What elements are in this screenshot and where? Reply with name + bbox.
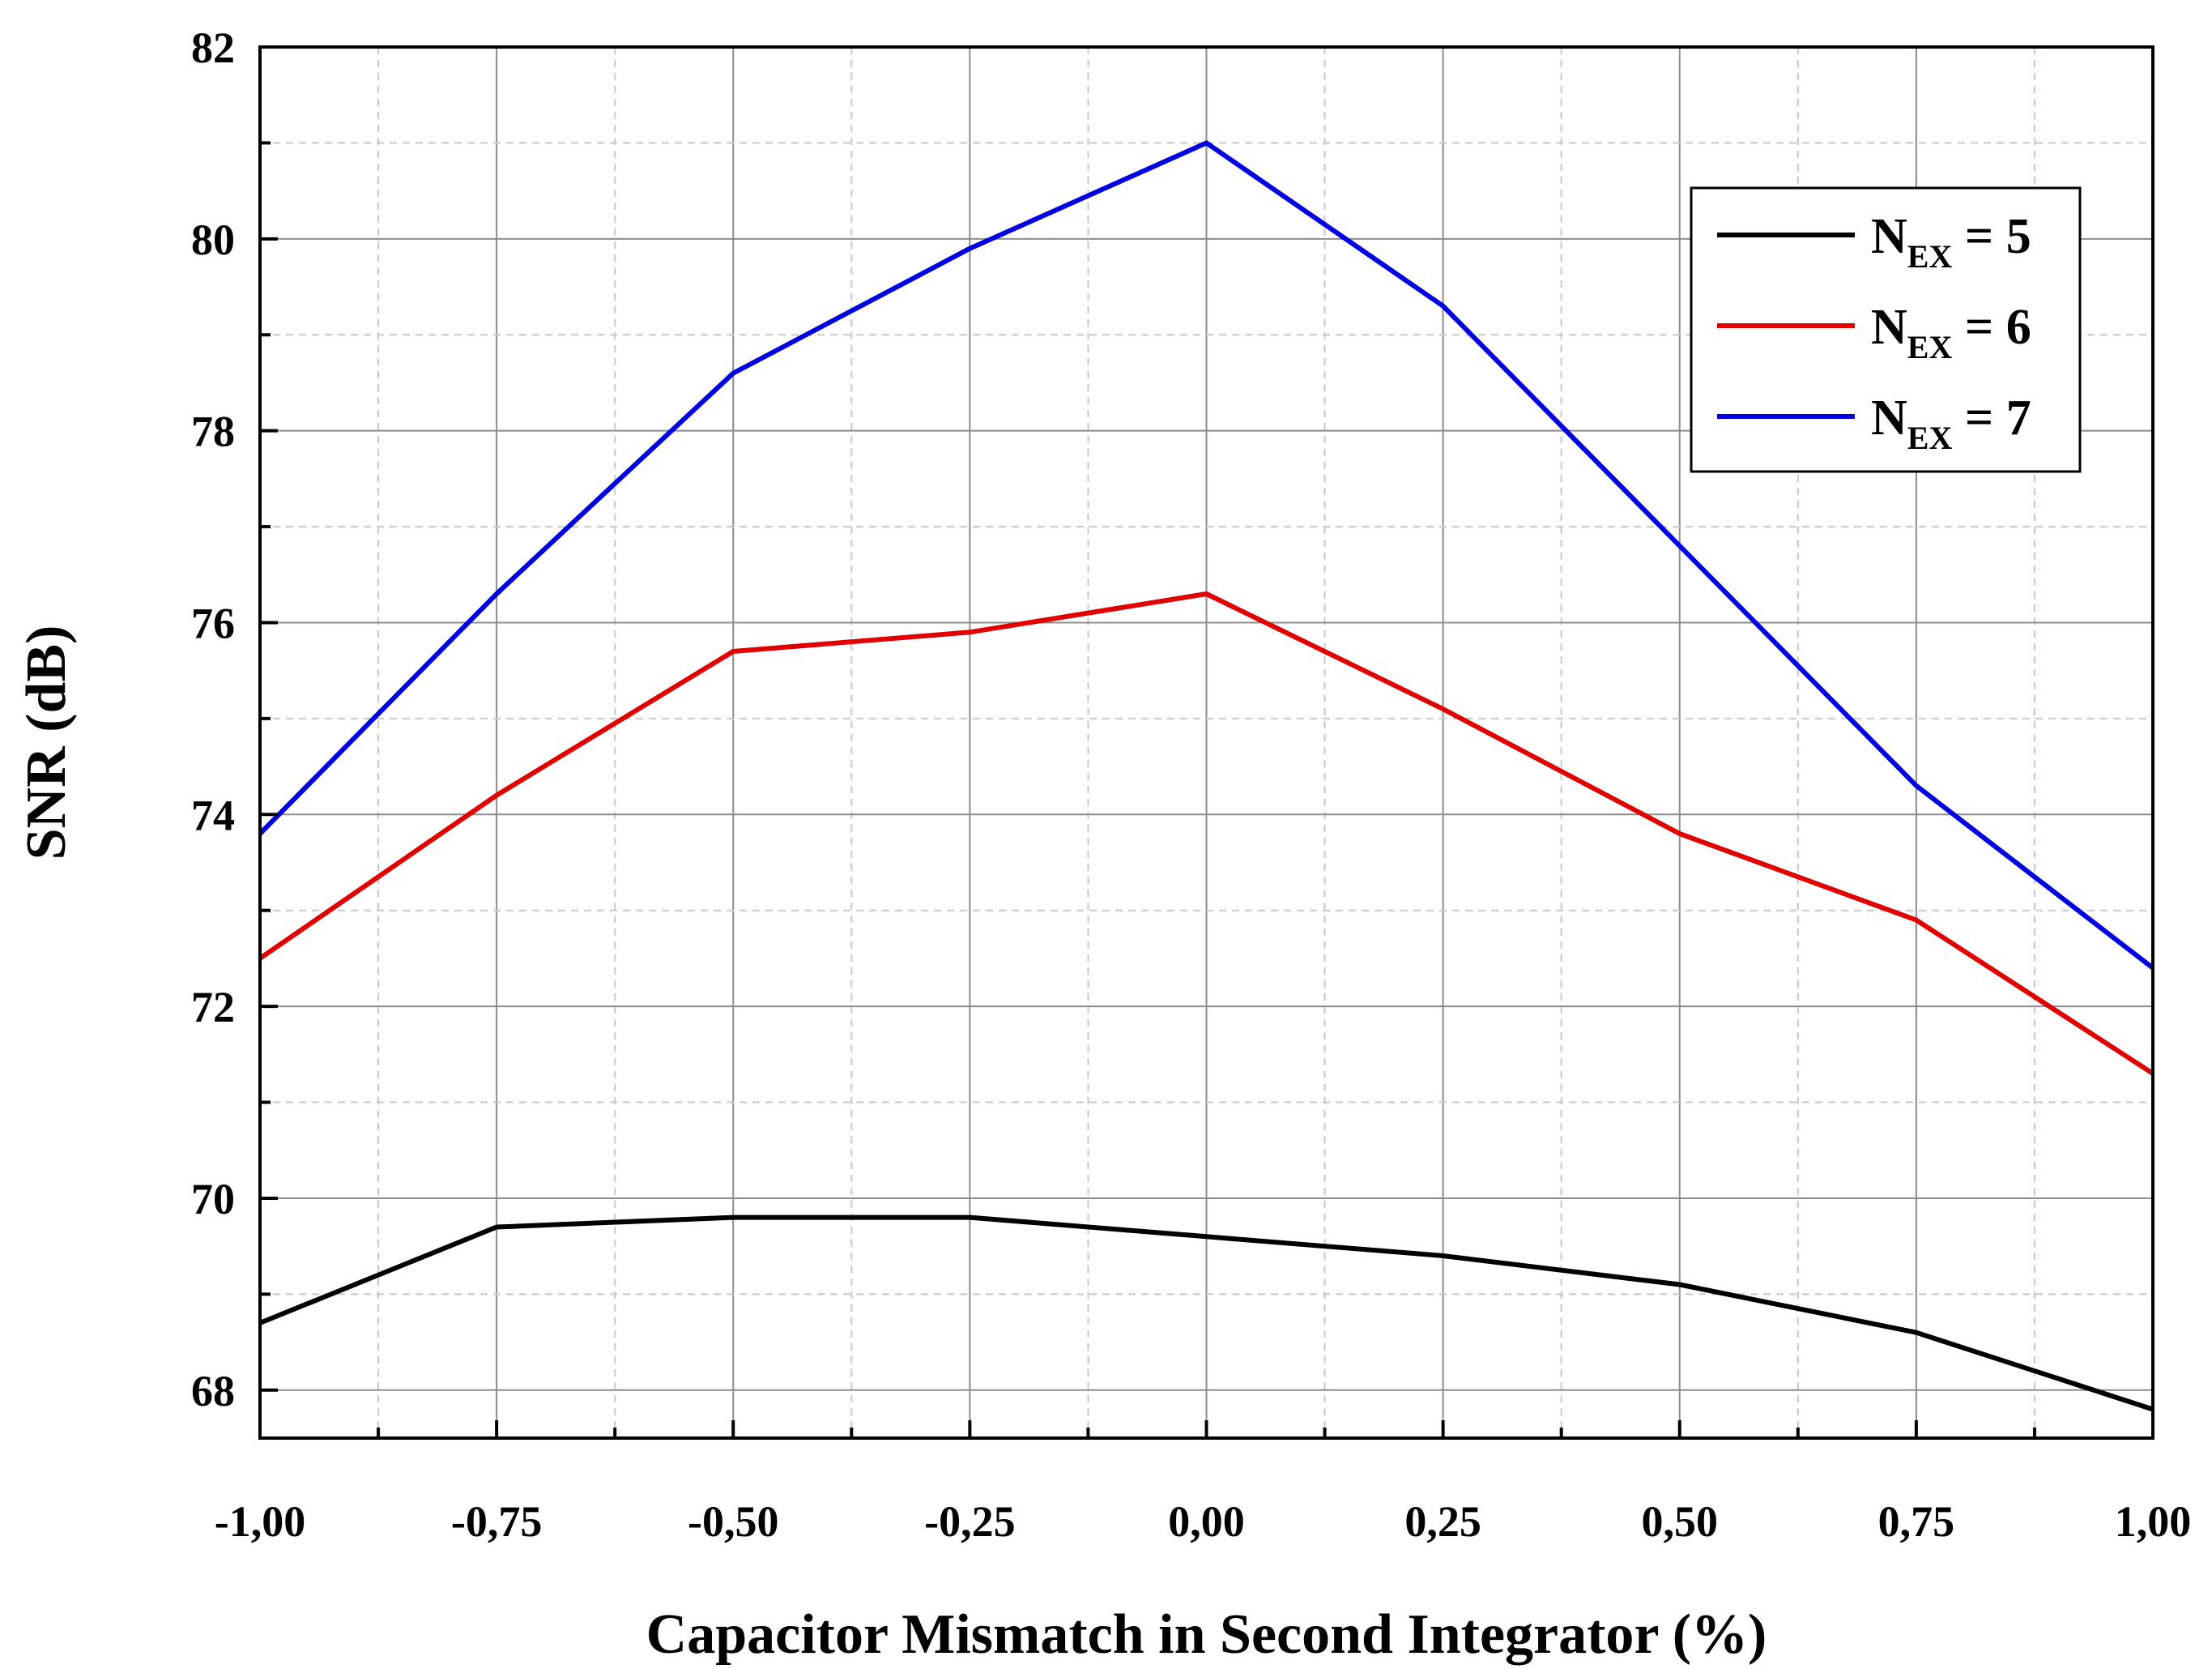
legend-label-main: N — [1871, 209, 1907, 264]
x-tick-label: 0,00 — [1168, 1497, 1245, 1546]
legend-label-3: NEX = 7 — [1871, 391, 2031, 456]
y-tick-label: 74 — [191, 791, 235, 839]
x-axis-title: Capacitor Mismatch in Second Integrator … — [646, 1603, 1767, 1666]
y-tick-label: 76 — [191, 599, 235, 647]
x-tick-label: 1,00 — [2115, 1497, 2192, 1546]
x-tick-label: -0,50 — [688, 1497, 778, 1546]
x-tick-label: 0,25 — [1404, 1497, 1481, 1546]
axis-ticks — [258, 45, 2154, 1438]
x-tick-labels: -1,00 -0,75 -0,50 -0,25 0,00 0,25 0,50 0,75 1,00 — [215, 1497, 2191, 1546]
y-tick-label: 70 — [191, 1175, 235, 1223]
legend-label-2: NEX = 6 — [1871, 300, 2031, 365]
y-tick-labels: 68 70 72 74 76 78 80 82 — [191, 23, 235, 1415]
series-line-1 — [258, 1214, 2154, 1412]
y-tick-label: 80 — [191, 216, 235, 264]
y-tick-label: 78 — [191, 408, 235, 456]
grid-lines — [260, 47, 2153, 1438]
series-lines — [258, 140, 2154, 1412]
legend-label-subscript: EX — [1907, 329, 1953, 365]
x-tick-label: -1,00 — [215, 1497, 305, 1546]
series-line-3 — [258, 140, 2154, 971]
x-tick-label: 0,75 — [1878, 1497, 1955, 1546]
legend-label-1: NEX = 5 — [1871, 209, 2031, 275]
y-axis-title: SNR (dB) — [15, 625, 78, 860]
legend-label-subscript: EX — [1907, 238, 1953, 275]
y-tick-label: 68 — [191, 1367, 235, 1415]
legend-label-tail: = 6 — [1952, 300, 2031, 355]
y-tick-label: 82 — [191, 23, 235, 72]
legend-label-main: N — [1871, 300, 1907, 355]
x-tick-label: 0,50 — [1642, 1497, 1719, 1546]
legend-label-subscript: EX — [1907, 420, 1953, 456]
legend-label-tail: = 7 — [1952, 391, 2031, 446]
x-tick-label: -0,25 — [924, 1497, 1015, 1546]
series-line-2 — [258, 591, 2154, 1076]
x-tick-label: -0,75 — [451, 1497, 542, 1546]
legend-label-tail: = 5 — [1952, 209, 2031, 264]
y-tick-label: 72 — [191, 983, 235, 1031]
legend-label-main: N — [1871, 391, 1907, 446]
